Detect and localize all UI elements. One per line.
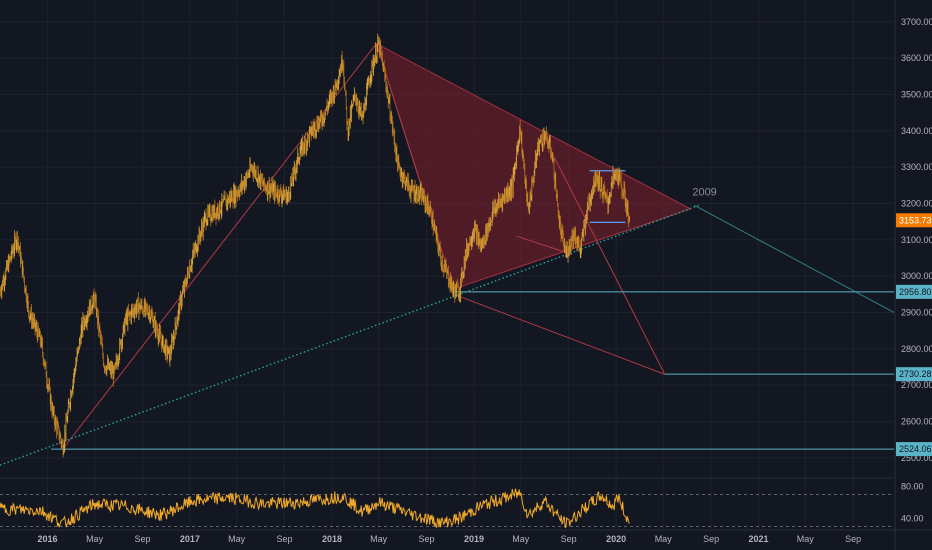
price-tick-label: 3200.00	[901, 198, 932, 208]
time-tick-label: 2019	[464, 534, 484, 544]
trend-line[interactable]	[375, 43, 455, 290]
price-tick-label: 3400.00	[901, 126, 932, 136]
time-tick-label: May	[86, 534, 104, 544]
price-tick-label: 3300.00	[901, 162, 932, 172]
level-tag: 2730.28	[899, 369, 932, 379]
price-tick-label: 2500.00	[901, 453, 932, 463]
time-tick-label: May	[655, 534, 673, 544]
dotted-trend-line[interactable]	[0, 204, 700, 466]
trend-line[interactable]	[62, 43, 377, 450]
rsi-tick-label: 40.00	[901, 513, 924, 523]
level-tag-bg	[896, 367, 932, 382]
candles	[0, 33, 630, 458]
main-pane[interactable]: 2009	[0, 0, 895, 528]
time-tick-label: 2017	[180, 534, 200, 544]
level-tag: 2956.80	[899, 287, 932, 297]
trend-line[interactable]	[453, 293, 665, 375]
price-tick-label: 3600.00	[901, 53, 932, 63]
time-tick-label: Sep	[419, 534, 435, 544]
level-tag-bg	[896, 442, 932, 457]
rsi-line[interactable]	[0, 487, 630, 528]
time-tick-label: May	[370, 534, 388, 544]
price-tick-label: 2600.00	[901, 416, 932, 426]
time-tick-label: 2016	[37, 534, 57, 544]
price-tick-label: 2900.00	[901, 307, 932, 317]
time-axis[interactable]: 2016 May Sep 2017 May Sep 2018 May Sep 2019 May Sep…	[0, 529, 932, 544]
time-tick-label: 2021	[749, 534, 769, 544]
price-tick-label: 2700.00	[901, 380, 932, 390]
price-axis[interactable]: 3700.00 3600.00 3500.00 3400.00 3300.00 3200.…	[894, 0, 932, 550]
level-tag: 2524.06	[899, 444, 932, 454]
time-tick-label: 2020	[606, 534, 626, 544]
price-tick-label: 3700.00	[901, 17, 932, 27]
time-tick-label: Sep	[134, 534, 150, 544]
time-tick-label: 2018	[322, 534, 342, 544]
time-tick-label: Sep	[561, 534, 577, 544]
rsi-pane[interactable]	[0, 477, 894, 528]
time-tick-label: May	[797, 534, 815, 544]
current-price-tag-bg	[896, 213, 932, 228]
trend-line[interactable]	[516, 235, 573, 255]
rsi-tick-label: 80.00	[901, 481, 924, 491]
projection-line[interactable]	[694, 204, 895, 313]
price-tick-label: 3000.00	[901, 271, 932, 281]
time-tick-label: Sep	[703, 534, 719, 544]
price-tick-label: 3100.00	[901, 235, 932, 245]
time-tick-label: May	[228, 534, 246, 544]
level-tag-bg	[896, 284, 932, 299]
time-tick-label: Sep	[276, 534, 292, 544]
price-tick-label: 2800.00	[901, 344, 932, 354]
time-tick-label: Sep	[845, 534, 861, 544]
price-tick-label: 3500.00	[901, 89, 932, 99]
current-price-tag: 3153.73	[899, 215, 932, 225]
trend-line[interactable]	[544, 137, 666, 375]
projection-label: 2009	[692, 186, 716, 198]
time-tick-label: May	[512, 534, 530, 544]
